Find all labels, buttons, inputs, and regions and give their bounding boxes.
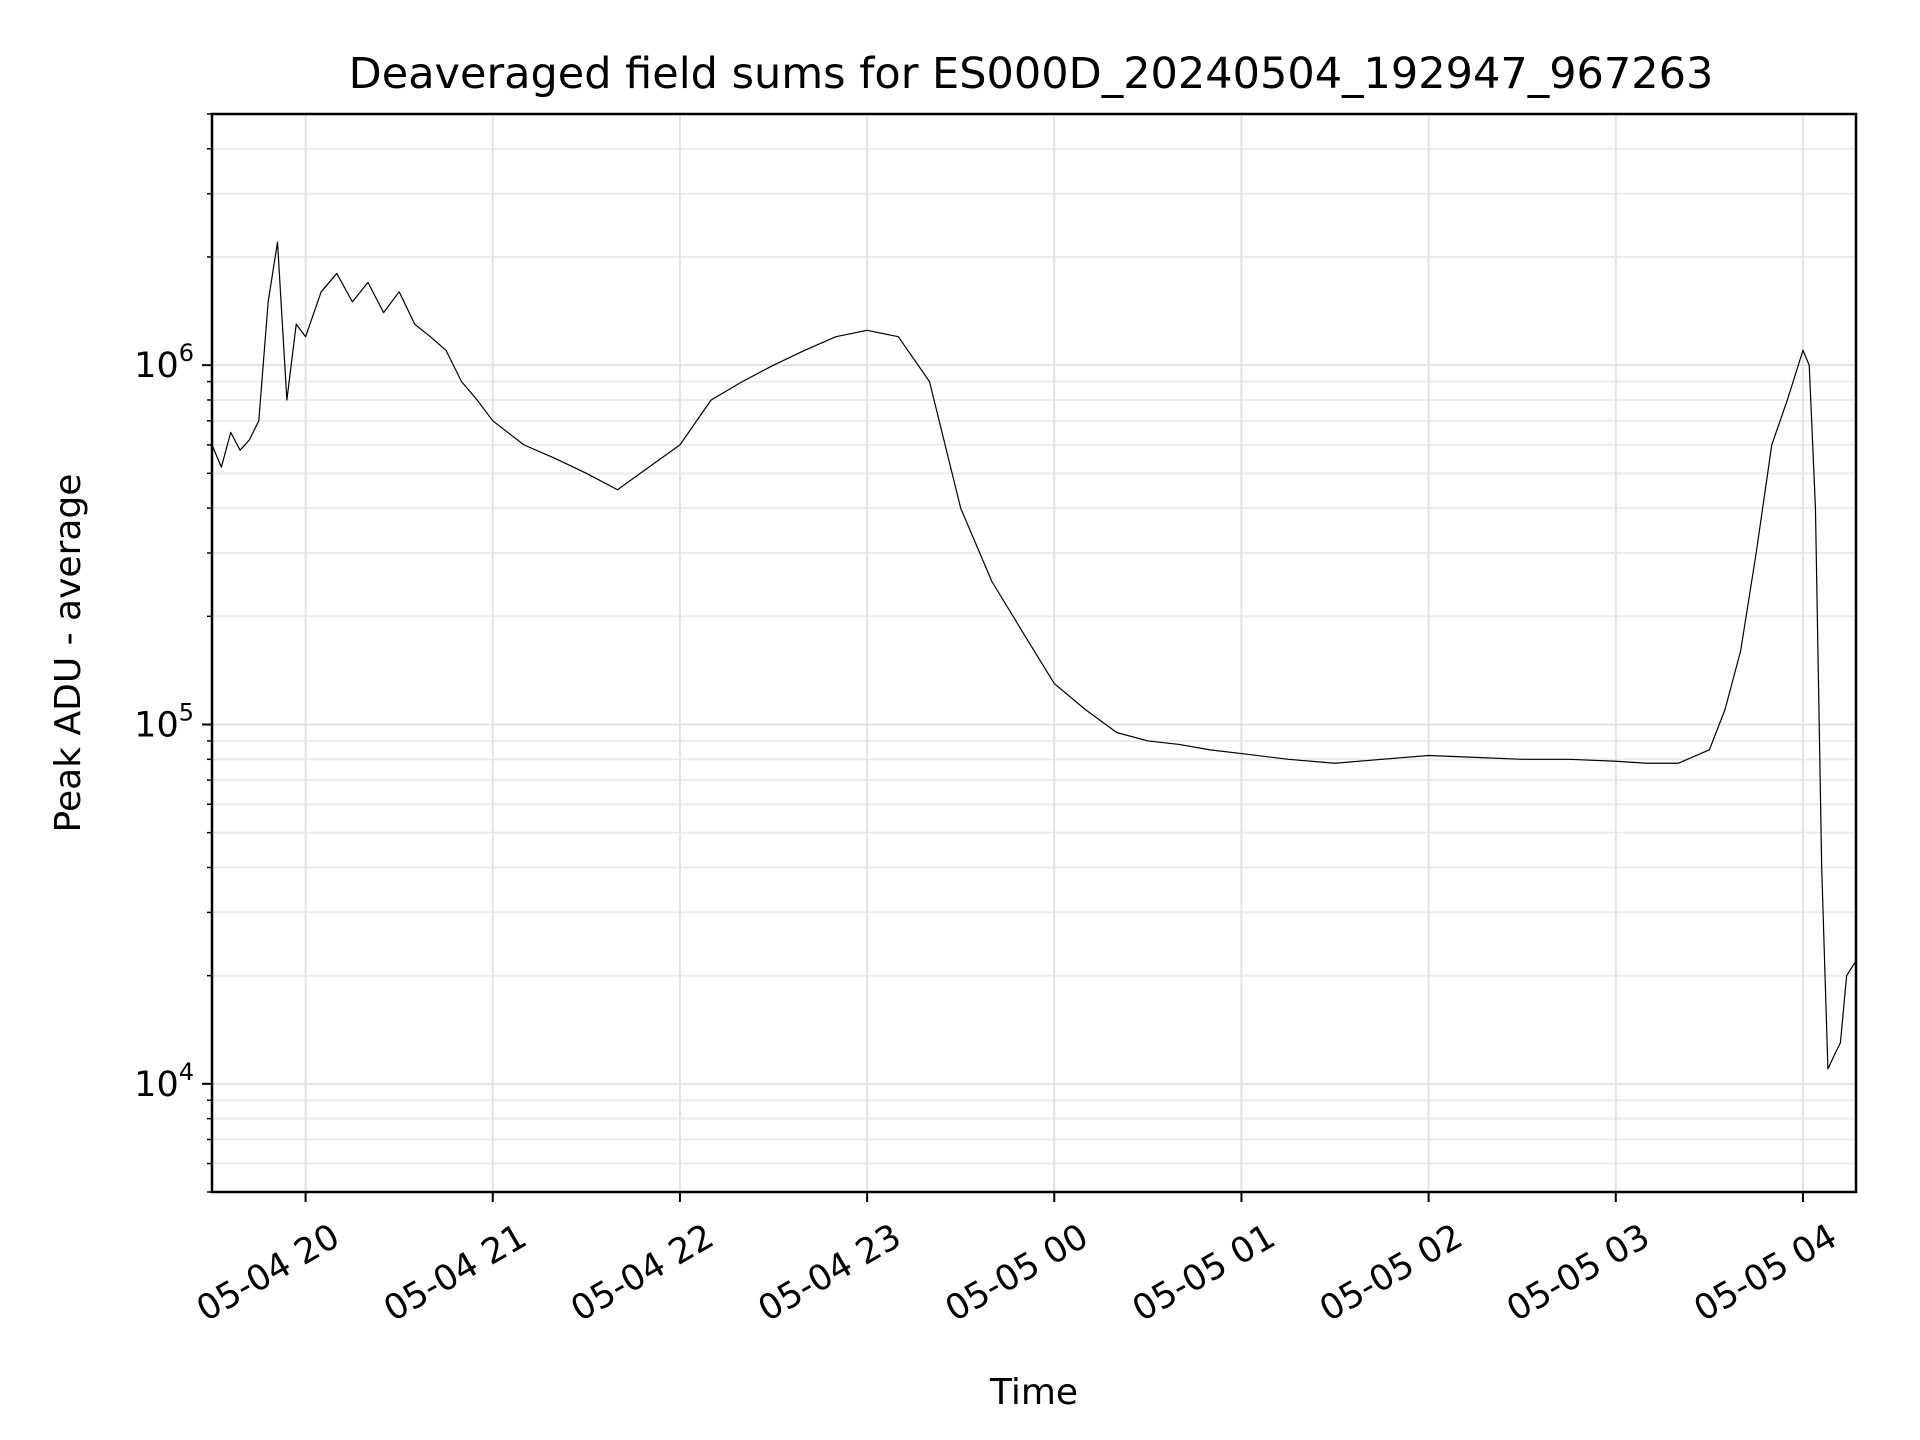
y-tick-label: 106	[134, 339, 194, 386]
plot-frame	[210, 112, 1858, 1194]
y-tick-label: 105	[134, 698, 194, 745]
chart-title: Deaveraged field sums for ES000D_2024050…	[349, 49, 1714, 99]
data-series	[211, 241, 1857, 1070]
series-line	[211, 241, 1857, 1070]
x-axis-label: Time	[989, 1372, 1078, 1413]
y-axis: 104 105 106	[134, 113, 212, 1193]
y-tick-label: 104	[134, 1058, 194, 1105]
y-axis-label: Peak ADU - average	[48, 474, 89, 833]
grid-lines	[212, 113, 1856, 1193]
